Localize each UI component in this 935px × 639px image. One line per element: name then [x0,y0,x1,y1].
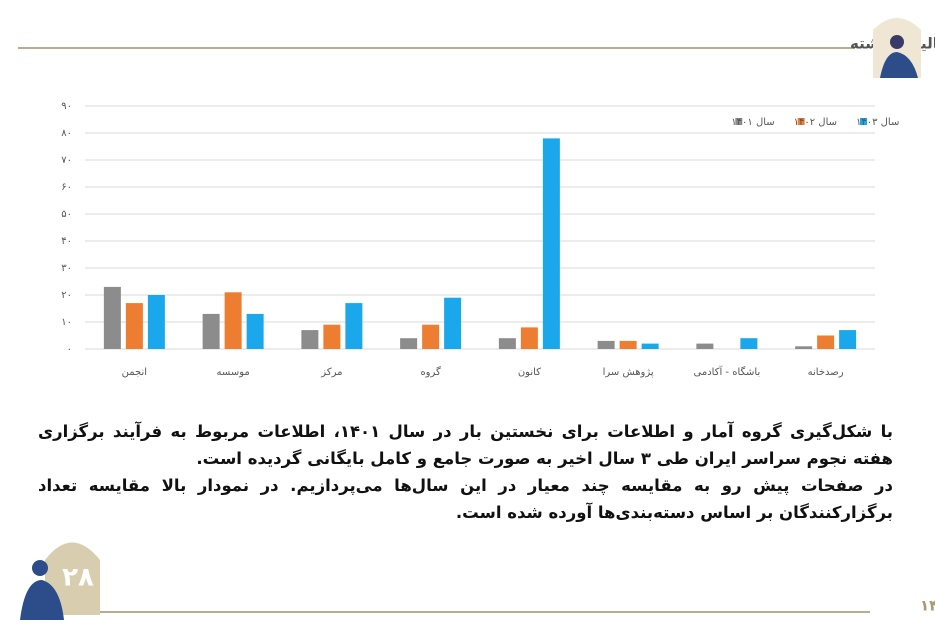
legend-label: سال ۱۴۰۱ [731,117,774,128]
x-tick-label: موسسه [217,367,250,378]
legend-swatch [735,118,743,125]
paragraph-line: با شکل‌گیری گروه آمار و اطلاعات برای نخس… [38,422,893,441]
y-tick-label: ۷۰ [61,155,72,166]
legend-label: سال ۱۴۰۳ [856,117,899,128]
bar [224,292,242,349]
bar [795,346,813,349]
y-tick-label: ۶۰ [61,182,72,193]
legend-label: سال ۱۴۰۲ [794,117,837,128]
page-number: ۲۸ [62,563,94,593]
x-tick-label: پژوهش سرا [603,367,654,378]
y-tick-label: ۸۰ [61,128,72,139]
bar [246,313,264,349]
bar [345,303,363,349]
paragraph: با شکل‌گیری گروه آمار و اطلاعات برای نخس… [38,418,893,526]
bar [542,138,560,349]
footer-icon [20,542,100,620]
bar [202,313,220,349]
bar [619,340,637,349]
bar [125,303,143,349]
bar [696,343,714,349]
y-tick-label: ۲۰ [61,290,72,301]
bar [520,327,538,349]
legend-swatch [860,118,867,125]
x-tick-label: گروه [420,366,441,378]
y-tick-label: ۳۰ [61,263,72,274]
x-tick-label: باشگاه - آکادمی [694,365,761,378]
bar [301,330,319,349]
header-icon [873,18,921,78]
footer-title: گزارش جامع هفته نجوم ۱۴۰۳ [920,597,935,615]
x-tick-label: رصدخانه [808,367,844,378]
bar [641,343,659,349]
bar [147,295,165,349]
legend-swatch [797,118,805,125]
paragraph-line: در صفحات پیش رو به مقایسه چند معیار در ا… [38,476,893,495]
bar [444,297,462,349]
paragraph-line: برگزارکنندگان بر اساس دسته‌بندی‌ها آورده… [455,503,893,522]
y-tick-label: ۵۰ [61,209,72,220]
bar [103,286,121,349]
bar [740,338,758,349]
bar [400,338,418,349]
bar [498,338,516,349]
x-tick-label: انجمن [122,367,147,378]
y-tick-label: ۹۰ [61,101,72,112]
y-tick-label: ۰ [67,344,72,355]
bar [422,324,440,349]
x-tick-label: کانون [518,367,541,378]
paragraph-line: هفته نجوم سراسر ایران طی ۳ سال اخیر به ص… [196,449,893,468]
bar [839,330,857,349]
x-tick-label: مرکز [320,367,342,378]
bar [323,324,341,349]
bar [597,340,615,349]
y-tick-label: ۴۰ [61,236,72,247]
y-tick-label: ۱۰ [61,317,72,328]
bar [817,335,835,349]
